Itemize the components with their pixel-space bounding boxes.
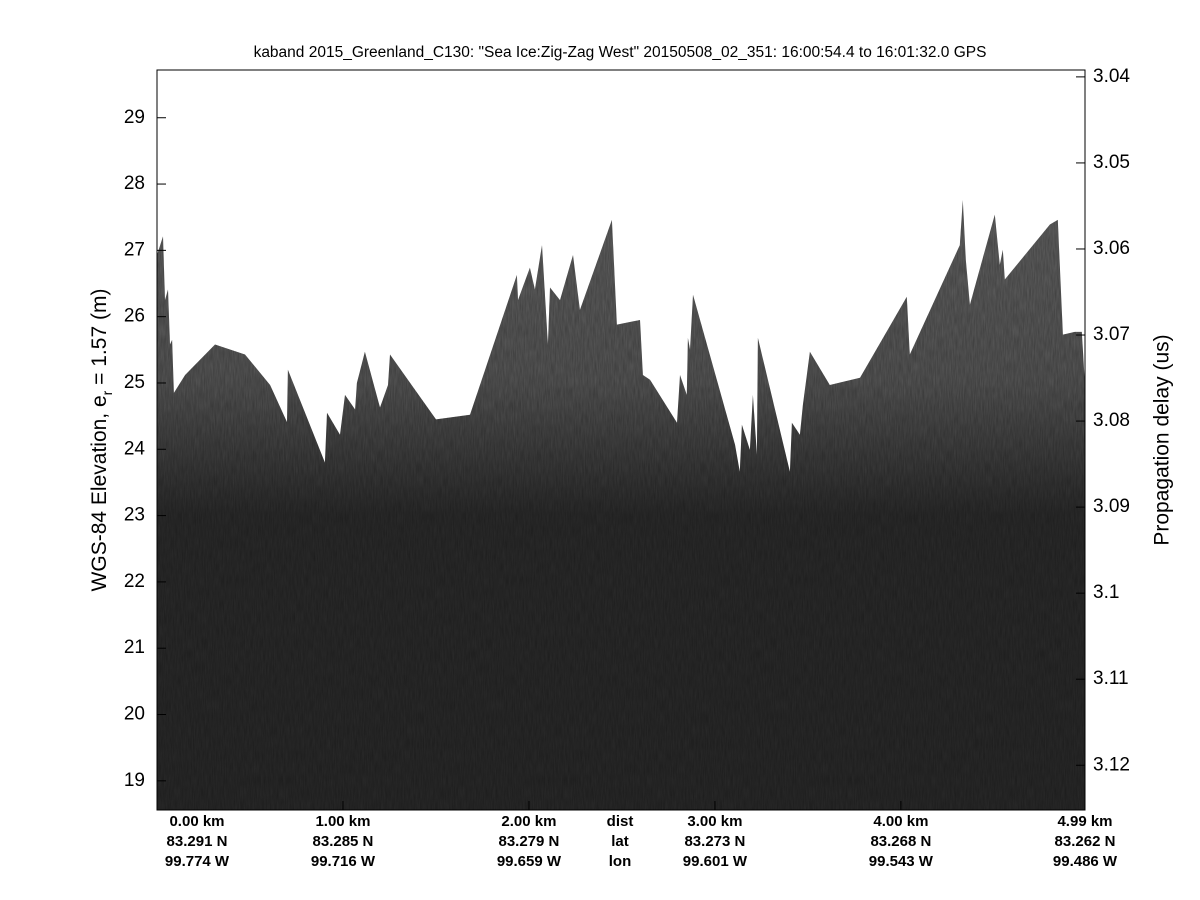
y-axis-label-tail: = 1.57 (m) <box>88 289 111 391</box>
y2-tick-label: 3.11 <box>1093 668 1129 689</box>
plot-area <box>157 200 1085 810</box>
y-tick-label: 28 <box>124 173 145 194</box>
x-tick-label: 1.00 km <box>315 813 370 830</box>
row-label: lat <box>611 833 629 850</box>
y-tick-label: 19 <box>124 770 145 791</box>
y2-tick-label: 3.04 <box>1093 66 1130 87</box>
x-tick-label: 3.00 km <box>687 813 742 830</box>
y2-tick-label: 3.07 <box>1093 324 1130 345</box>
axes-box <box>156 69 1086 811</box>
lat-label: 83.279 N <box>498 833 559 850</box>
y-axis-label-main: WGS-84 Elevation, e <box>88 395 111 591</box>
y2-axis-label: Propagation delay (us) <box>1151 334 1174 545</box>
y-tick-label: 21 <box>124 637 145 658</box>
x-tick-label: 4.00 km <box>873 813 928 830</box>
echogram-noise <box>157 200 1085 810</box>
lon-label: 99.659 W <box>497 853 562 870</box>
y2-tick-label: 3.1 <box>1093 582 1119 603</box>
y-tick-label: 25 <box>124 372 145 393</box>
y2-tick-label: 3.08 <box>1093 410 1130 431</box>
lon-label: 99.543 W <box>869 853 934 870</box>
x-tick-label: 2.00 km <box>501 813 556 830</box>
lon-label: 99.601 W <box>683 853 748 870</box>
y-tick-label: 26 <box>124 306 145 327</box>
y-tick-label: 20 <box>124 704 145 725</box>
lon-label: 99.774 W <box>165 853 230 870</box>
lat-label: 83.285 N <box>313 833 374 850</box>
y2-tick-label: 3.06 <box>1093 238 1130 259</box>
y2-tick-label: 3.05 <box>1093 152 1130 173</box>
x-tick-label: 4.99 km <box>1057 813 1112 830</box>
lat-label: 83.273 N <box>684 833 745 850</box>
row-label: lon <box>609 853 632 870</box>
y2-tick-label: 3.09 <box>1093 496 1130 517</box>
y-tick-label: 29 <box>124 107 145 128</box>
y2-tick-label: 3.12 <box>1093 754 1130 775</box>
y-tick-label: 23 <box>124 505 145 526</box>
y-axis-label-subscript: r <box>99 390 115 395</box>
chart-title: kaband 2015_Greenland_C130: "Sea Ice:Zig… <box>254 44 987 61</box>
y-tick-label: 22 <box>124 571 145 592</box>
lon-label: 99.486 W <box>1053 853 1118 870</box>
lon-label: 99.716 W <box>311 853 376 870</box>
row-label: dist <box>607 813 634 830</box>
lat-label: 83.268 N <box>870 833 931 850</box>
lat-label: 83.291 N <box>167 833 228 850</box>
y-axis-label: WGS-84 Elevation, er = 1.57 (m) <box>88 289 115 592</box>
x-tick-label: 0.00 km <box>169 813 224 830</box>
lat-label: 83.262 N <box>1055 833 1116 850</box>
y-tick-label: 24 <box>124 438 146 459</box>
y-tick-label: 27 <box>124 239 145 260</box>
